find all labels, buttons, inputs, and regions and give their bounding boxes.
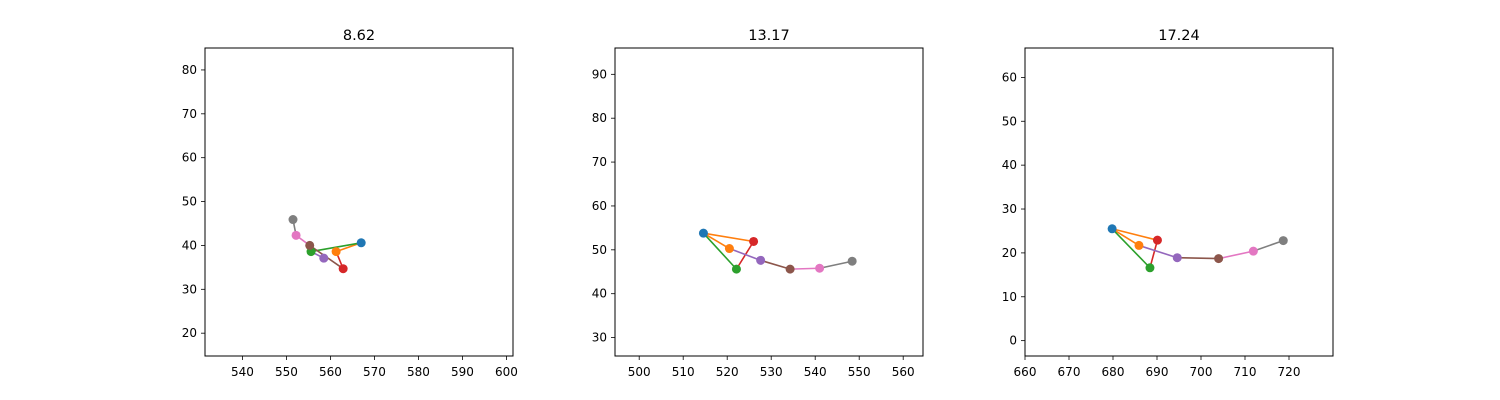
data-point — [1145, 263, 1155, 273]
y-tick-label: 40 — [592, 287, 607, 301]
x-tick-label: 720 — [1278, 365, 1301, 379]
connection-line — [702, 232, 755, 243]
y-tick-label: 50 — [1002, 114, 1017, 128]
data-point — [331, 247, 341, 257]
data-point — [749, 236, 759, 246]
data-point — [1107, 224, 1117, 234]
data-point — [1172, 253, 1182, 263]
panel-title: 13.17 — [748, 28, 790, 44]
y-tick-label: 50 — [182, 195, 197, 209]
data-point — [731, 264, 741, 274]
y-tick-label: 60 — [182, 151, 197, 165]
connection-line — [1111, 227, 1140, 247]
data-point — [756, 255, 766, 265]
y-tick-label: 70 — [592, 155, 607, 169]
panel-3: 17.24 660 670 680 690 700 710 720 0 10 20 30 40 50 60 — [1002, 28, 1334, 379]
axes-frame — [614, 47, 924, 357]
data-point — [698, 228, 708, 238]
panel-2: 13.17 500 510 520 530 540 550 560 30 40 50 60 70 80 90 — [592, 28, 924, 379]
x-tick-label: 540 — [804, 365, 827, 379]
data-point — [338, 264, 348, 274]
x-tick-label: 590 — [451, 365, 474, 379]
connection-line — [702, 232, 738, 270]
connection-line — [1111, 227, 1159, 241]
x-tick-label: 520 — [716, 365, 739, 379]
connection-line — [1217, 250, 1255, 260]
data-point — [356, 238, 366, 248]
data-point — [724, 244, 734, 254]
data-point — [1152, 235, 1162, 245]
y-tick-label: 70 — [182, 107, 197, 121]
axes-frame — [1024, 47, 1334, 357]
connection-line — [1176, 256, 1220, 260]
panel-1: 8.62 540 550 560 570 580 590 600 20 30 40 50 60 70 80 — [182, 28, 518, 379]
x-tick-label: 560 — [892, 365, 915, 379]
data-point — [288, 215, 298, 225]
data-point — [1134, 240, 1144, 250]
x-tick-label: 550 — [848, 365, 871, 379]
y-tick-label: 40 — [1002, 158, 1017, 172]
data-point — [847, 256, 857, 266]
y-tick-label: 40 — [182, 238, 197, 252]
axes-frame — [204, 47, 514, 357]
connection-line — [1138, 244, 1179, 259]
data-point — [291, 230, 301, 240]
x-tick-label: 580 — [407, 365, 430, 379]
x-tick-label: 530 — [760, 365, 783, 379]
connection-line — [759, 259, 791, 270]
y-tick-label: 30 — [182, 282, 197, 296]
y-tick-label: 50 — [592, 243, 607, 257]
connection-line — [735, 240, 755, 270]
data-point — [1248, 246, 1258, 256]
x-tick-label: 710 — [1234, 365, 1257, 379]
x-tick-label: 510 — [672, 365, 695, 379]
connection-line — [789, 267, 821, 270]
y-tick-label: 20 — [182, 326, 197, 340]
x-tick-label: 560 — [319, 365, 342, 379]
y-tick-label: 30 — [592, 331, 607, 345]
connection-line — [818, 260, 853, 270]
y-tick-label: 80 — [592, 111, 607, 125]
y-tick-label: 60 — [1002, 70, 1017, 84]
x-tick-label: 600 — [495, 365, 518, 379]
connection-line — [728, 247, 762, 262]
panel-title: 17.24 — [1158, 28, 1200, 44]
connection-line — [1111, 227, 1151, 269]
x-tick-label: 690 — [1146, 365, 1169, 379]
y-tick-label: 0 — [1009, 334, 1017, 348]
x-tick-label: 540 — [231, 365, 254, 379]
y-tick-label: 90 — [592, 67, 607, 81]
panel-title: 8.62 — [343, 28, 375, 44]
x-tick-label: 550 — [275, 365, 298, 379]
connection-line — [1149, 239, 1159, 269]
data-point — [319, 253, 329, 263]
y-tick-label: 60 — [592, 199, 607, 213]
y-tick-label: 30 — [1002, 202, 1017, 216]
data-point — [1214, 254, 1224, 264]
data-point — [815, 263, 825, 273]
x-tick-label: 570 — [363, 365, 386, 379]
data-point — [1278, 236, 1288, 246]
data-point — [305, 240, 315, 250]
x-tick-label: 500 — [628, 365, 651, 379]
x-tick-label: 660 — [1014, 365, 1037, 379]
x-tick-label: 670 — [1058, 365, 1081, 379]
connection-line — [1252, 239, 1285, 252]
x-tick-label: 680 — [1102, 365, 1125, 379]
y-tick-label: 10 — [1002, 290, 1017, 304]
y-tick-label: 20 — [1002, 246, 1017, 260]
y-tick-label: 80 — [182, 63, 197, 77]
data-point — [785, 264, 795, 274]
x-tick-label: 700 — [1190, 365, 1213, 379]
connection-line — [702, 232, 731, 250]
